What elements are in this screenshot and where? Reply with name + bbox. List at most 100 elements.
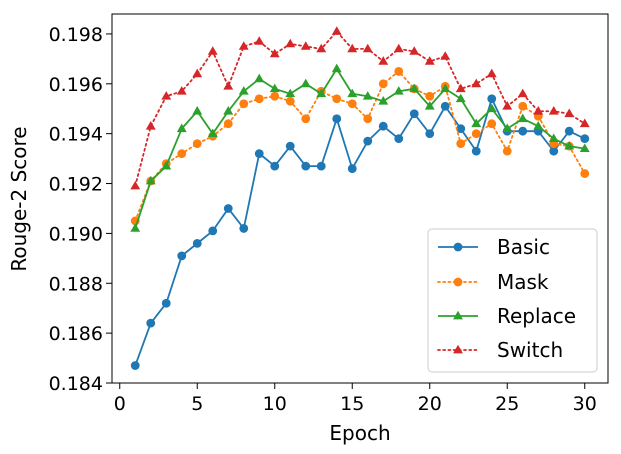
- y-tick-label: 0.192: [49, 174, 103, 196]
- data-point-basic: [316, 161, 326, 171]
- data-point-basic: [456, 124, 466, 134]
- data-point-basic: [130, 361, 140, 370]
- data-point-replace: [517, 113, 528, 123]
- data-point-switch: [362, 43, 373, 53]
- data-point-replace: [192, 106, 203, 115]
- data-point-switch: [564, 108, 575, 118]
- y-tick-label: 0.198: [49, 24, 103, 46]
- data-point-basic: [347, 164, 357, 173]
- data-point-switch: [161, 91, 172, 100]
- data-point-replace: [347, 88, 358, 98]
- data-point-basic: [394, 134, 404, 144]
- data-point-replace: [471, 118, 482, 128]
- data-point-mask: [471, 129, 481, 139]
- y-axis-label: Rouge-2 Score: [7, 126, 31, 271]
- legend-label-basic: Basic: [497, 235, 550, 259]
- series-line-switch: [134, 30, 586, 187]
- x-axis-label: Epoch: [329, 421, 390, 445]
- x-tick-label: 25: [495, 393, 519, 415]
- data-point-replace: [579, 143, 590, 153]
- data-point-basic: [471, 146, 481, 156]
- data-point-replace: [300, 78, 311, 88]
- legend-marker-mask: [453, 277, 463, 287]
- legend-marker-switch: [453, 344, 463, 354]
- data-point-mask: [177, 149, 187, 159]
- data-point-replace: [285, 88, 296, 98]
- legend: Basic Mask Replace Switch: [427, 228, 598, 373]
- data-point-mask: [301, 114, 311, 124]
- data-point-replace: [548, 133, 559, 143]
- data-point-replace: [207, 128, 218, 138]
- data-point-basic: [223, 204, 233, 213]
- plot-frame: [111, 13, 609, 384]
- data-point-basic: [409, 109, 419, 119]
- x-tick-label: 15: [340, 393, 364, 415]
- data-point-mask: [487, 119, 497, 129]
- data-point-switch: [176, 86, 187, 95]
- y-axis-ticks: 0.184 0.186 0.188 0.190 0.192 0.194 0.196 0.198: [49, 24, 112, 395]
- data-point-replace: [440, 83, 451, 93]
- data-point-replace: [161, 160, 172, 170]
- data-point-basic: [192, 238, 202, 248]
- data-point-mask: [254, 94, 264, 104]
- data-point-replace: [378, 96, 389, 105]
- data-point-basic: [208, 226, 218, 236]
- data-point-switch: [471, 78, 482, 88]
- legend-box: [427, 228, 598, 373]
- legend-label-switch: Switch: [497, 338, 563, 362]
- y-tick-label: 0.188: [49, 273, 103, 295]
- legend-label-mask: Mask: [497, 270, 549, 294]
- data-point-basic: [518, 126, 528, 136]
- data-point-mask: [456, 139, 466, 149]
- data-point-basic: [378, 121, 388, 131]
- data-point-mask: [394, 66, 404, 76]
- data-point-mask: [332, 94, 342, 104]
- data-point-switch: [254, 36, 265, 45]
- data-point-mask: [425, 91, 435, 101]
- data-point-mask: [270, 91, 280, 101]
- data-point-switch: [393, 43, 404, 53]
- x-tick-label: 20: [418, 393, 442, 415]
- data-point-basic: [332, 114, 342, 124]
- data-point-basic: [487, 94, 497, 104]
- data-point-switch: [130, 180, 141, 190]
- data-point-basic: [301, 161, 311, 171]
- data-point-mask: [363, 114, 373, 124]
- data-point-basic: [549, 146, 559, 156]
- data-point-replace: [316, 88, 327, 98]
- data-point-replace: [331, 63, 342, 73]
- series-switch: [130, 26, 590, 190]
- data-point-switch: [486, 68, 497, 78]
- series-layer: [130, 26, 590, 370]
- data-point-replace: [455, 93, 466, 103]
- data-point-switch: [192, 68, 203, 78]
- data-point-switch: [548, 106, 559, 115]
- x-tick-label: 0: [114, 393, 126, 415]
- data-point-mask: [502, 146, 512, 156]
- data-point-replace: [409, 83, 420, 93]
- data-point-mask: [347, 99, 357, 109]
- data-point-replace: [238, 86, 249, 95]
- data-point-switch: [409, 46, 420, 55]
- data-point-switch: [145, 121, 156, 130]
- data-point-basic: [564, 126, 574, 136]
- data-point-replace: [130, 223, 141, 232]
- x-tick-label: 10: [263, 393, 287, 415]
- data-point-replace: [502, 123, 513, 133]
- data-point-switch: [316, 43, 327, 53]
- data-point-basic: [285, 141, 295, 151]
- y-tick-label: 0.184: [49, 373, 103, 395]
- data-point-switch: [517, 88, 528, 98]
- data-point-basic: [363, 136, 373, 146]
- data-point-basic: [177, 251, 187, 261]
- data-point-replace: [362, 91, 373, 100]
- data-point-basic: [440, 101, 450, 111]
- data-point-switch: [238, 41, 249, 50]
- data-point-mask: [285, 96, 295, 106]
- y-tick-label: 0.196: [49, 74, 103, 96]
- data-point-replace: [533, 121, 544, 130]
- data-point-basic: [580, 134, 590, 144]
- data-point-mask: [580, 169, 590, 178]
- data-point-replace: [176, 123, 187, 133]
